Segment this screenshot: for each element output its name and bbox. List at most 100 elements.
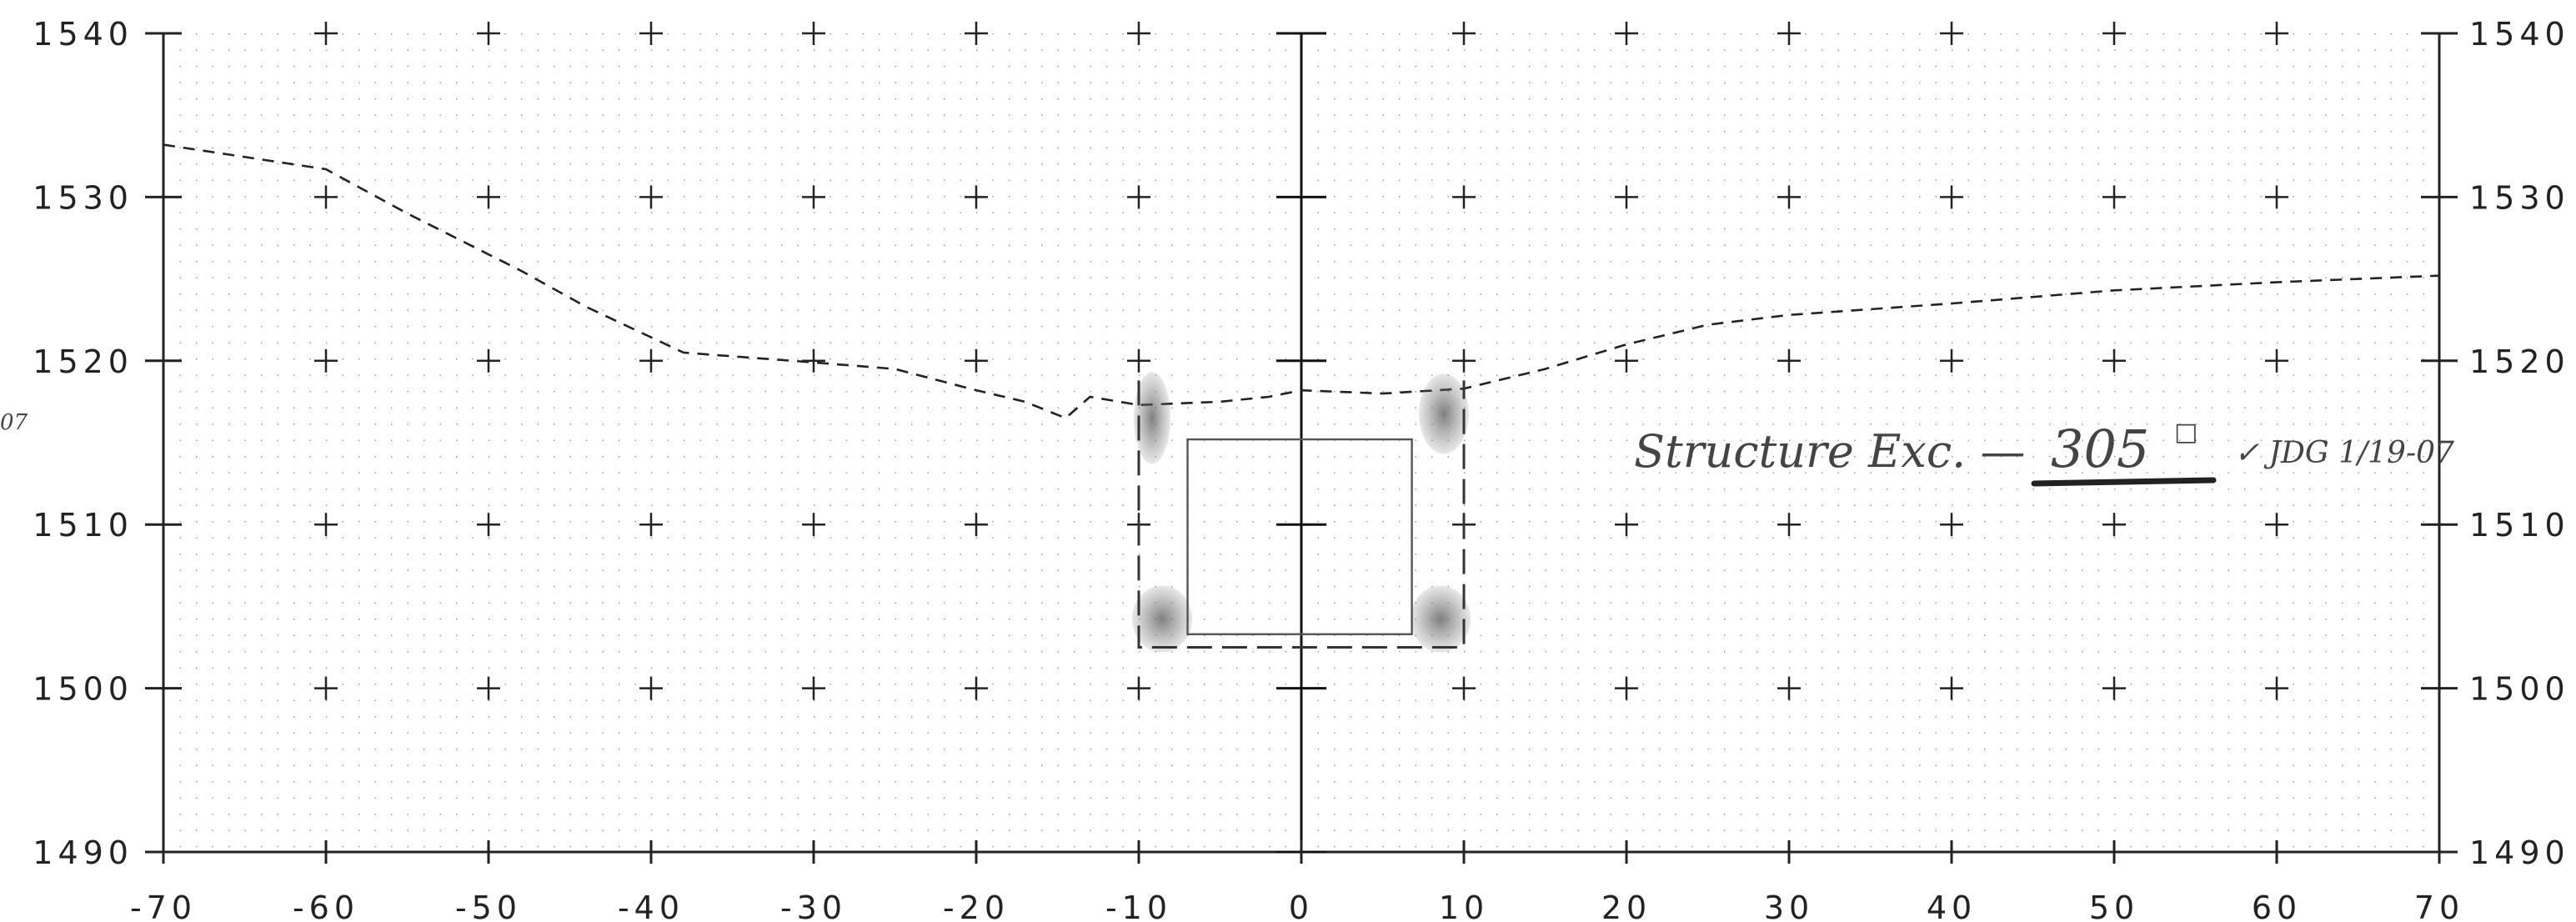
- y-tick-label: 1520: [2469, 343, 2570, 380]
- grid-cross: [1615, 348, 1638, 373]
- grid-cross: [965, 22, 988, 45]
- grid-cross: [965, 676, 988, 700]
- x-tick-label: -30: [780, 889, 847, 922]
- grid-cross: [314, 22, 338, 45]
- y-tick-label: 1540: [2469, 16, 2570, 53]
- x-tick-label: 60: [2252, 889, 2302, 922]
- grid-cross: [2265, 676, 2288, 700]
- grid-cross: [1127, 185, 1150, 209]
- x-axis-tick-labels: -70 -60 -50 -40 -30 -20 -10 0 10 20 30 40 50 60 70: [130, 889, 2464, 922]
- grid-cross: [639, 348, 663, 373]
- grid-cross: [1452, 348, 1476, 373]
- annotation-unit: □: [2174, 418, 2198, 447]
- grid-cross: [477, 348, 500, 373]
- x-tick-label: -70: [130, 889, 197, 922]
- grid-cross: [639, 676, 663, 700]
- grid-cross: [1940, 348, 1963, 373]
- y-tick-label: 1530: [2469, 179, 2570, 216]
- grid-cross: [477, 676, 500, 700]
- grid-cross: [2102, 348, 2126, 373]
- grid-cross: [1127, 676, 1150, 700]
- grid-cross: [2102, 676, 2126, 700]
- x-tick-label: 20: [1601, 889, 1651, 922]
- grid-cross: [965, 513, 988, 537]
- x-tick-label: -10: [1105, 889, 1172, 922]
- grid-cross: [1777, 185, 1801, 209]
- pencil-shading: [1411, 585, 1471, 653]
- grid-cross: [1615, 22, 1638, 45]
- grid-cross: [1777, 348, 1801, 373]
- grid-cross: [2102, 185, 2126, 209]
- grid-cross: [802, 22, 825, 45]
- grid-cross: [477, 185, 500, 209]
- y-tick-label: 1510: [2469, 507, 2570, 544]
- grid-cross: [1940, 22, 1963, 45]
- grid-cross: [1452, 185, 1476, 209]
- y-tick-label: 1520: [33, 343, 133, 380]
- grid-cross: [1777, 22, 1801, 45]
- annotation-check: ✓ JDG 1/19-07: [2234, 436, 2454, 470]
- x-tick-label: 30: [1764, 889, 1814, 922]
- x-tick-label: 10: [1439, 889, 1489, 922]
- grid-cross: [1615, 513, 1638, 537]
- y-axis-tick-labels-left: 1540 1530 1520 1510 1500 1490: [33, 16, 133, 871]
- y-tick-label: 1540: [33, 16, 133, 53]
- grid-cross: [2265, 348, 2288, 373]
- grid-cross: [802, 513, 825, 537]
- grid-cross: [1940, 676, 1963, 700]
- x-tick-label: 50: [2089, 889, 2139, 922]
- annotation-label: Structure Exc. —: [1634, 425, 2025, 478]
- grid-cross: [314, 513, 338, 537]
- excavation-limits: [1137, 380, 1466, 649]
- grid-cross: [1940, 185, 1963, 209]
- pencil-shading: [1419, 373, 1469, 454]
- grid-cross: [2102, 513, 2126, 537]
- existing-ground-profile: [163, 143, 2440, 420]
- quantity-annotation: Structure Exc. — 305 □ ✓ JDG 1/19-07: [1634, 418, 2454, 487]
- grid-cross: [802, 185, 825, 209]
- grid-cross: [1127, 22, 1150, 45]
- annotation-value: 305: [2051, 418, 2149, 479]
- y-tick-label: 1530: [33, 179, 133, 216]
- pencil-shading: [1132, 585, 1192, 653]
- grid-cross: [1940, 513, 1963, 537]
- margin-note: 07: [0, 410, 28, 435]
- x-tick-label: 40: [1927, 889, 1977, 922]
- grid-cross: [1615, 676, 1638, 700]
- y-tick-label: 1490: [2469, 834, 2570, 871]
- x-tick-label: 70: [2414, 889, 2464, 922]
- structure-outline: [1186, 438, 1413, 635]
- grid-cross: [2265, 513, 2288, 537]
- grid-cross: [2265, 22, 2288, 45]
- grid-cross: [314, 185, 338, 209]
- grid-cross: [314, 348, 338, 373]
- grid-cross: [639, 513, 663, 537]
- grid-crosses: [314, 22, 2288, 700]
- corner-pencil-shading: [1132, 372, 1471, 653]
- grid-cross: [1777, 513, 1801, 537]
- x-tick-label: 0: [1289, 889, 1314, 922]
- grid-cross: [2102, 22, 2126, 45]
- grid-cross: [2265, 185, 2288, 209]
- y-tick-label: 1510: [33, 507, 133, 544]
- grid-cross: [802, 676, 825, 700]
- grid-cross: [314, 676, 338, 700]
- grid-cross: [965, 348, 988, 373]
- grid-cross: [639, 185, 663, 209]
- grid-cross: [1127, 348, 1150, 373]
- grid-cross: [1615, 185, 1638, 209]
- grid-cross: [965, 185, 988, 209]
- x-tick-label: -20: [943, 889, 1010, 922]
- y-tick-label: 1490: [33, 834, 133, 871]
- x-tick-label: -60: [293, 889, 359, 922]
- grid-cross: [1452, 676, 1476, 700]
- y-axis-tick-labels-right: 1540 1530 1520 1510 1500 1490: [2469, 16, 2570, 871]
- grid-cross: [1452, 22, 1476, 45]
- grid-cross: [477, 22, 500, 45]
- axes-frame: [145, 32, 2458, 864]
- annotation-underline: [2031, 477, 2217, 487]
- grid-cross: [477, 513, 500, 537]
- y-tick-label: 1500: [2469, 671, 2570, 708]
- x-tick-label: -40: [618, 889, 684, 922]
